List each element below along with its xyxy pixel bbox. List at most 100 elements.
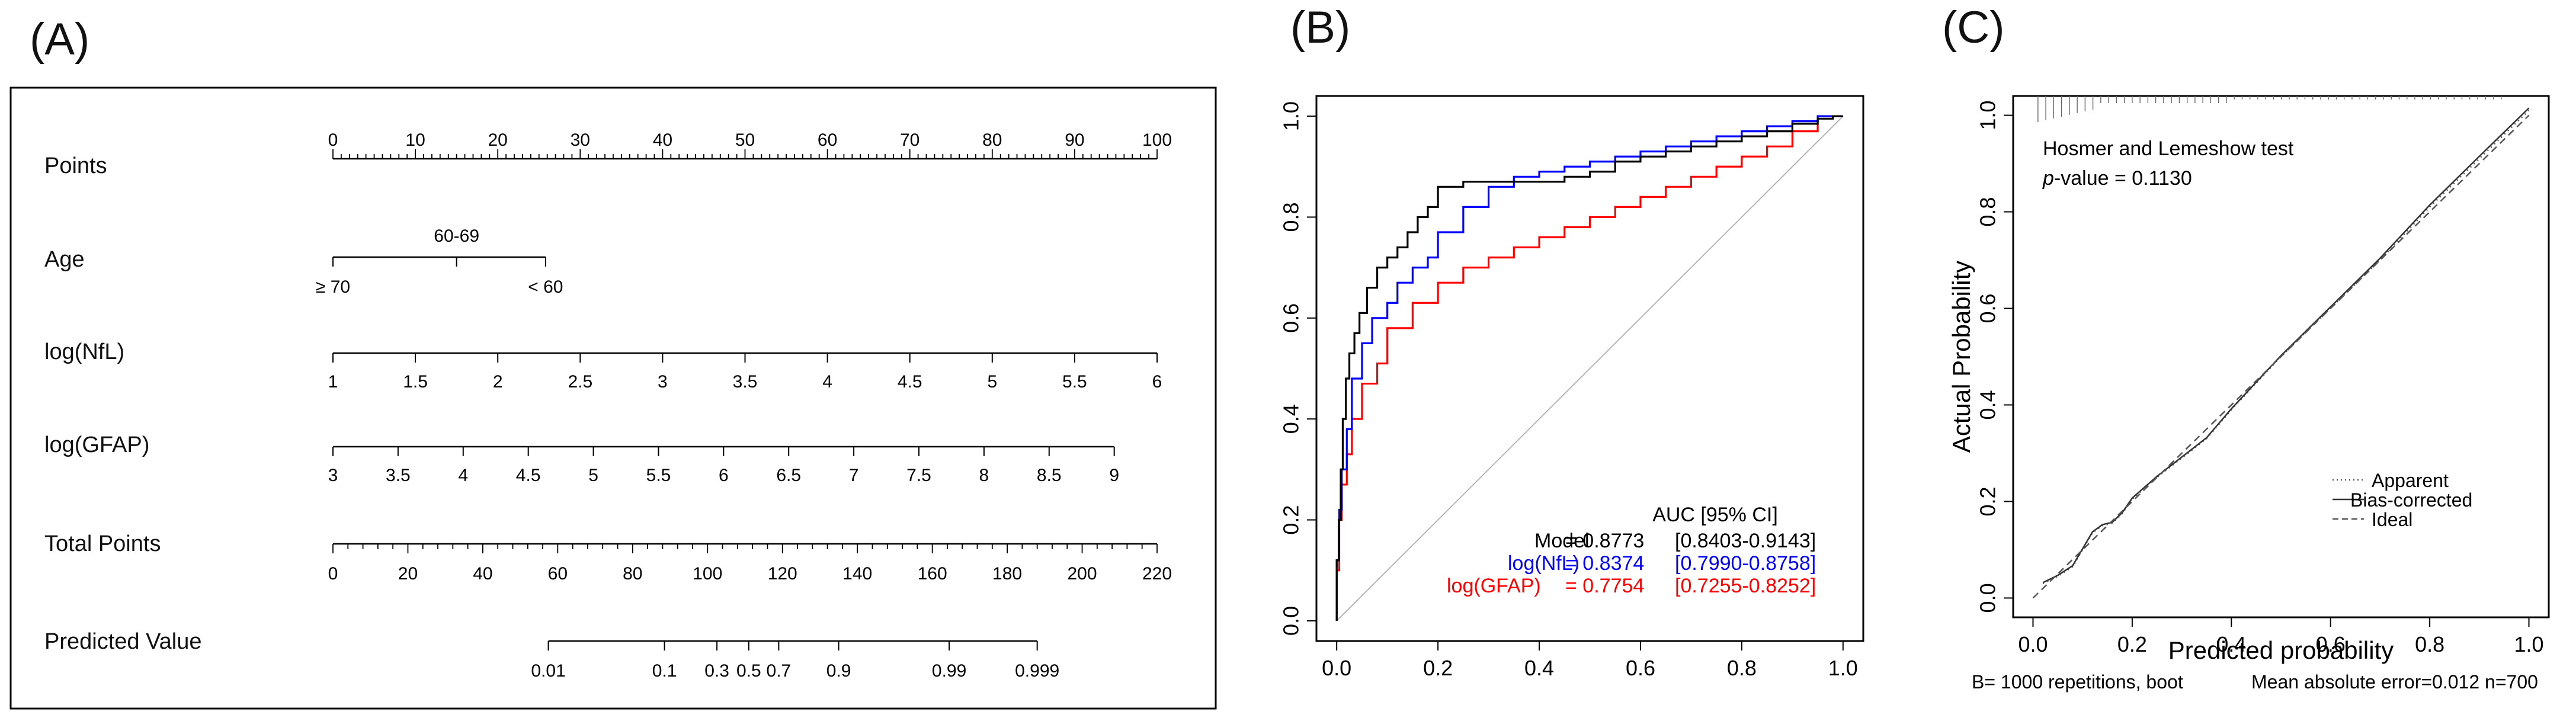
gfap-tick-label: 7.5 bbox=[906, 466, 931, 485]
roc-axes: 0.0 0.2 0.4 0.6 0.8 1.0 0.0 0.2 0.4 0.6 0.8 1.0 bbox=[1279, 101, 1858, 680]
gfap-tick-label: 7 bbox=[849, 466, 859, 485]
calib-rug bbox=[2037, 96, 2502, 122]
total-tick-label: 120 bbox=[768, 564, 797, 584]
points-tick-label: 40 bbox=[653, 130, 672, 150]
calib-footer-left: B= 1000 repetitions, boot bbox=[1972, 671, 2183, 693]
legend-nfl-auc: = 0.8374 bbox=[1565, 552, 1644, 575]
points-tick-label: 10 bbox=[405, 130, 425, 150]
calib-y-axis-title: Actual Probability bbox=[1947, 261, 1975, 453]
legend-bias-corrected: Bias-corrected bbox=[2350, 489, 2472, 511]
roc-curve-gfap bbox=[1335, 115, 1843, 621]
roc-y-tick-label: 0.0 bbox=[1279, 606, 1303, 636]
age-cat-60-69: 60-69 bbox=[434, 226, 479, 246]
gfap-tick-label: 8 bbox=[979, 466, 989, 485]
roc-legend-header: AUC [95% CI] bbox=[1652, 504, 1778, 526]
roc-legend: Model = 0.8773 [0.8403-0.9143] log(NfL) … bbox=[1447, 530, 1816, 597]
total-tick-label: 20 bbox=[398, 564, 418, 584]
points-tick-label: 100 bbox=[1142, 130, 1172, 150]
nfl-tick-label: 2 bbox=[493, 372, 503, 392]
roc-x-tick-label: 0.0 bbox=[1322, 656, 1351, 680]
calib-y-tick-label: 1.0 bbox=[1976, 101, 2000, 130]
points-tick-label: 0 bbox=[328, 130, 338, 150]
nomo-label-nfl: log(NfL) bbox=[44, 339, 124, 364]
nfl-tick-label: 1.5 bbox=[403, 372, 428, 392]
age-cat-lt60: < 60 bbox=[528, 277, 563, 297]
calib-legend: Apparent Bias-corrected Ideal bbox=[2333, 470, 2472, 530]
calib-x-tick-label: 0.6 bbox=[2316, 632, 2346, 656]
calib-x-tick-label: 1.0 bbox=[2514, 632, 2543, 656]
pred-tick-label: 0.999 bbox=[1015, 661, 1059, 681]
hl-test-title: Hosmer and Lemeshow test bbox=[2043, 137, 2294, 160]
pred-tick-label: 0.3 bbox=[704, 661, 729, 681]
roc-y-tick-label: 0.2 bbox=[1279, 505, 1303, 535]
legend-gfap-name: log(GFAP) bbox=[1447, 575, 1541, 597]
panel-b-label: (B) bbox=[1290, 2, 1350, 53]
roc-x-tick-label: 0.6 bbox=[1626, 656, 1655, 680]
gfap-tick-label: 5.5 bbox=[646, 466, 671, 485]
nfl-tick-label: 2.5 bbox=[568, 372, 592, 392]
calib-y-tick-label: 0.4 bbox=[1976, 390, 2000, 419]
calib-x-tick-label: 0.2 bbox=[2117, 632, 2147, 656]
legend-model-auc: = 0.8773 bbox=[1565, 530, 1644, 552]
roc-y-tick-label: 0.6 bbox=[1279, 303, 1303, 333]
roc-y-tick-label: 1.0 bbox=[1279, 101, 1303, 131]
nfl-tick-label: 6 bbox=[1152, 372, 1162, 392]
points-tick-label: 80 bbox=[982, 130, 1002, 150]
pred-tick-label: 0.9 bbox=[826, 661, 851, 681]
panel-a-frame bbox=[9, 86, 1217, 710]
gfap-tick-label: 8.5 bbox=[1037, 466, 1062, 485]
legend-model-name: Model bbox=[1534, 530, 1590, 552]
pred-tick-label: 0.7 bbox=[767, 661, 792, 681]
calib-x-axis-title: Predicted probability bbox=[2168, 636, 2394, 664]
nomo-label-predicted-value: Predicted Value bbox=[44, 629, 201, 654]
nfl-tick-label: 1 bbox=[328, 372, 338, 392]
legend-apparent: Apparent bbox=[2372, 470, 2449, 491]
calib-y-tick-label: 0.2 bbox=[1976, 486, 2000, 516]
roc-x-tick-label: 0.8 bbox=[1727, 656, 1757, 680]
roc-x-tick-label: 0.2 bbox=[1423, 656, 1453, 680]
calib-x-tick-label: 0.0 bbox=[2018, 632, 2048, 656]
nfl-tick-label: 3.5 bbox=[733, 372, 758, 392]
nfl-tick-label: 5 bbox=[987, 372, 997, 392]
calib-axes: 0.0 0.2 0.4 0.6 0.8 1.0 0.0 0.2 0.4 0.6 0.8 1.0 bbox=[1976, 101, 2544, 656]
total-tick-label: 140 bbox=[842, 564, 872, 584]
nomo-label-age: Age bbox=[44, 247, 85, 272]
total-tick-label: 220 bbox=[1142, 564, 1172, 584]
panel-a-label: (A) bbox=[30, 14, 89, 65]
pred-tick-label: 0.01 bbox=[531, 661, 565, 681]
panel-a-nomogram: (A) Points Age log(NfL) log(GFAP) Total … bbox=[9, 14, 1217, 710]
points-tick-label: 20 bbox=[488, 130, 508, 150]
points-tick-label: 30 bbox=[571, 130, 590, 150]
calib-curve-ideal bbox=[2032, 114, 2530, 599]
gfap-tick-label: 5 bbox=[588, 466, 598, 485]
nomo-label-total-points: Total Points bbox=[44, 531, 161, 556]
total-tick-label: 60 bbox=[548, 564, 568, 584]
gfap-tick-label: 3.5 bbox=[386, 466, 411, 485]
legend-gfap-ci: [0.7255-0.8252] bbox=[1675, 575, 1816, 597]
points-tick-label: 70 bbox=[900, 130, 919, 150]
nfl-tick-label: 5.5 bbox=[1062, 372, 1087, 392]
roc-x-tick-label: 0.4 bbox=[1524, 656, 1554, 680]
roc-y-tick-label: 0.8 bbox=[1279, 202, 1303, 232]
legend-nfl-name: log(NfL) bbox=[1508, 552, 1579, 575]
calib-curve-bias-corrected bbox=[2042, 107, 2530, 584]
nfl-tick-label: 3 bbox=[658, 372, 668, 392]
nomo-label-gfap: log(GFAP) bbox=[44, 432, 149, 457]
age-cat-ge70: ≥ 70 bbox=[316, 277, 350, 297]
hl-p-italic: p bbox=[2042, 167, 2054, 190]
calib-y-tick-label: 0.6 bbox=[1976, 293, 2000, 323]
calib-x-tick-label: 0.8 bbox=[2415, 632, 2444, 656]
total-tick-label: 180 bbox=[992, 564, 1022, 584]
roc-x-tick-label: 1.0 bbox=[1828, 656, 1858, 680]
gfap-tick-label: 3 bbox=[328, 466, 338, 485]
calib-y-tick-label: 0.8 bbox=[1976, 197, 2000, 227]
pred-tick-label: 0.5 bbox=[736, 661, 761, 681]
nomo-label-points: Points bbox=[44, 153, 107, 178]
pred-tick-label: 0.99 bbox=[932, 661, 966, 681]
roc-reference-diagonal bbox=[1336, 116, 1844, 621]
total-tick-label: 160 bbox=[918, 564, 947, 584]
total-tick-label: 200 bbox=[1068, 564, 1097, 584]
total-tick-label: 80 bbox=[623, 564, 642, 584]
